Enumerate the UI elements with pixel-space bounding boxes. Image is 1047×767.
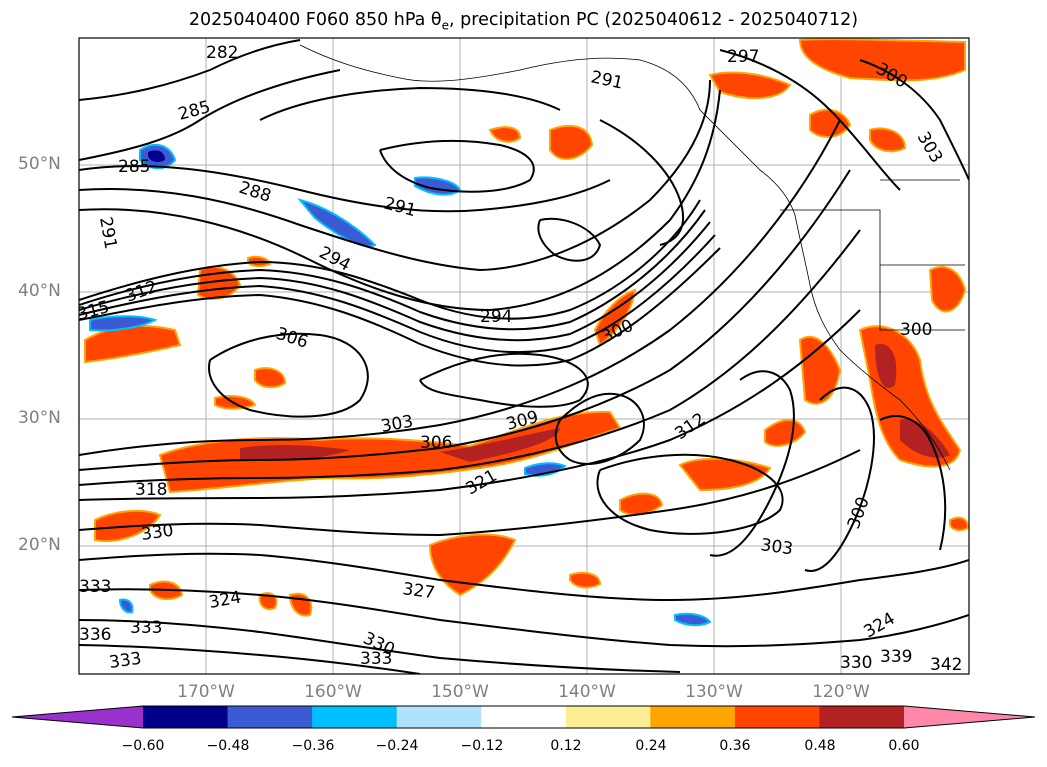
colorbar-tick: 0.24	[635, 738, 667, 754]
colorbar-segment	[481, 706, 567, 728]
contour-label-306b: 306	[420, 433, 452, 453]
map-frame	[78, 37, 970, 675]
colorbar-tick: −0.24	[375, 738, 419, 754]
contour-label-318: 318	[135, 480, 167, 500]
lon-label-140w: 140°W	[558, 682, 616, 702]
contour-label-303c: 303	[759, 535, 794, 559]
colorbar-segment	[396, 706, 482, 728]
colorbar	[11, 705, 1036, 729]
lat-label-30n: 30°N	[18, 408, 61, 428]
lat-label-40n: 40°N	[18, 281, 61, 301]
contour-label-285b: 285	[118, 157, 150, 177]
colorbar-tick: 0.48	[804, 738, 836, 754]
colorbar-segment	[143, 706, 229, 728]
coastlines	[299, 44, 965, 471]
contour-label-333c: 333	[108, 649, 143, 673]
lon-label-130w: 130°W	[685, 682, 743, 702]
colorbar-tick: −0.60	[121, 738, 165, 754]
colorbar-segment	[227, 706, 313, 728]
colorbar-segment	[650, 706, 736, 728]
colorbar-segment	[312, 706, 398, 728]
contour-label-282: 282	[206, 43, 238, 63]
colorbar-tick: −0.12	[460, 738, 504, 754]
lat-label-50n: 50°N	[18, 154, 61, 174]
precip-positive	[84, 38, 969, 617]
map-title: 2025040400 F060 850 hPa θe, precipitatio…	[188, 10, 859, 33]
theta-e-contours	[79, 39, 969, 674]
colorbar-segment	[565, 706, 651, 728]
contour-label-327: 327	[401, 579, 436, 603]
contour-label-330c: 330	[840, 653, 872, 673]
contour-label-339: 339	[880, 647, 912, 667]
contour-label-333d: 333	[360, 649, 392, 669]
colorbar-outline	[11, 705, 1036, 729]
colorbar-extend-low	[12, 706, 143, 728]
lat-label-20n: 20°N	[18, 535, 61, 555]
lon-label-170w: 170°W	[177, 682, 235, 702]
contour-label-333b: 333	[130, 618, 162, 638]
contour-label-297: 297	[727, 47, 759, 67]
colorbar-segment	[819, 706, 905, 728]
colorbar-tick: 0.12	[550, 738, 582, 754]
lon-label-120w: 120°W	[812, 682, 870, 702]
colorbar-extend-high	[904, 706, 1035, 728]
colorbar-tick: 0.36	[719, 738, 751, 754]
colorbar-tick: −0.48	[206, 738, 250, 754]
contour-label-342: 342	[930, 655, 962, 675]
contour-label-333: 333	[79, 577, 111, 597]
contour-label-330: 330	[140, 521, 175, 545]
colorbar-tick: 0.60	[888, 738, 920, 754]
contour-label-294b: 294	[480, 307, 512, 327]
lon-label-150w: 150°W	[431, 682, 489, 702]
contour-label-336: 336	[79, 625, 111, 645]
contour-label-300c: 300	[900, 320, 932, 340]
lon-label-160w: 160°W	[304, 682, 362, 702]
colorbar-segment	[734, 706, 820, 728]
colorbar-tick: −0.36	[291, 738, 335, 754]
